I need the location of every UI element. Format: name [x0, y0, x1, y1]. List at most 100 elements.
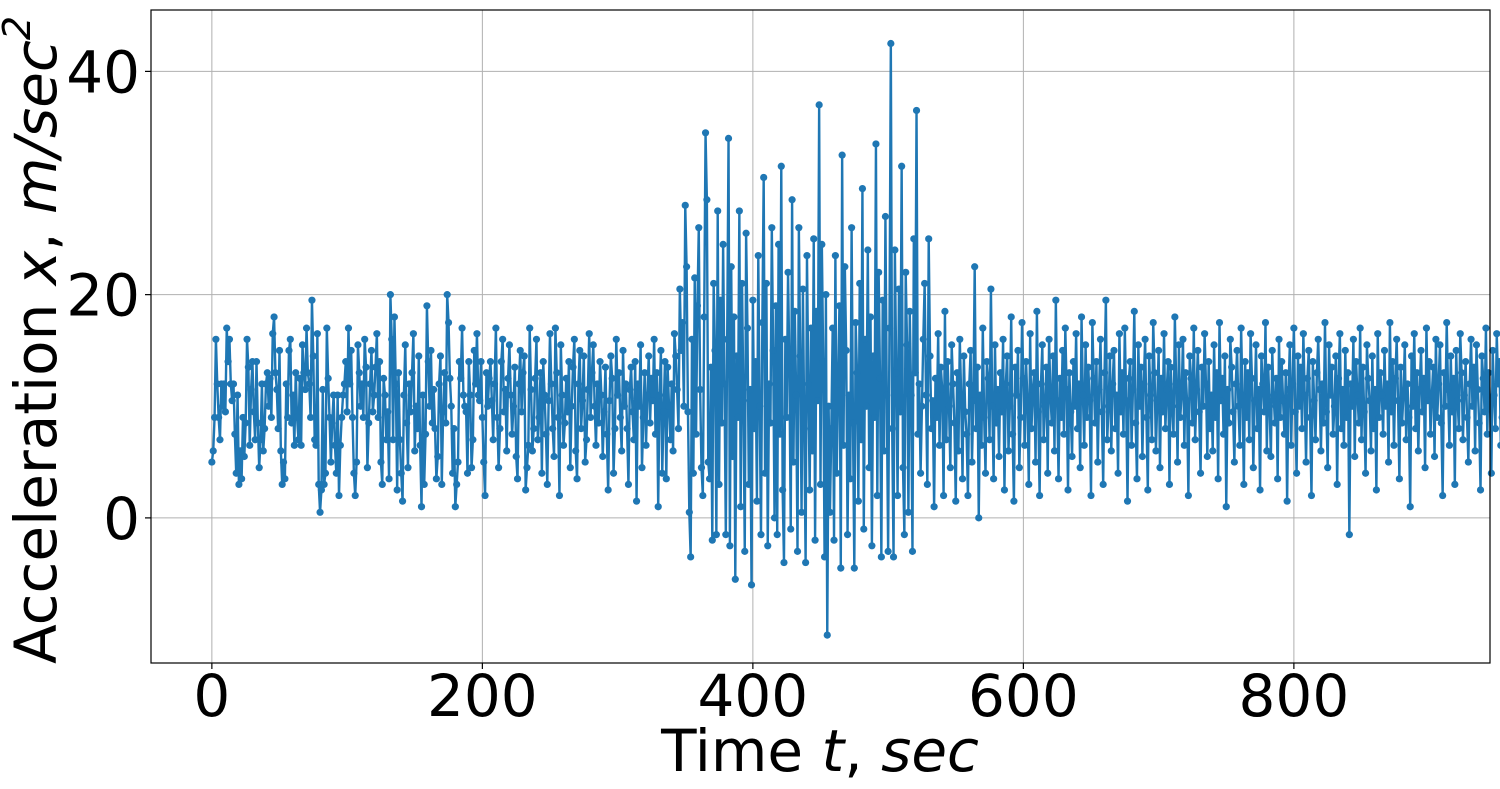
data-point: [1371, 385, 1379, 394]
data-point: [827, 424, 835, 433]
data-point: [1247, 330, 1255, 338]
data-point: [910, 235, 918, 243]
data-point: [574, 380, 583, 388]
data-point: [273, 385, 281, 394]
data-point: [405, 380, 413, 388]
data-point: [995, 452, 1003, 461]
data-point: [1186, 352, 1194, 360]
data-point: [532, 335, 541, 343]
data-point: [1283, 497, 1291, 505]
data-point: [305, 380, 313, 388]
data-point: [1455, 424, 1463, 433]
data-point: [269, 330, 277, 338]
data-point: [1272, 374, 1280, 382]
data-point: [1299, 330, 1307, 338]
data-point: [493, 413, 501, 422]
data-point: [1091, 419, 1099, 427]
data-point: [559, 441, 568, 449]
data-point: [392, 380, 400, 388]
data-point: [746, 385, 754, 394]
data-point: [344, 324, 353, 332]
data-point: [550, 452, 558, 461]
data-point: [539, 358, 547, 366]
data-point: [1046, 391, 1055, 399]
data-point: [523, 464, 531, 472]
data-point: [1072, 330, 1080, 338]
data-point: [1271, 419, 1279, 427]
data-point: [342, 358, 350, 366]
data-point: [233, 391, 242, 399]
data-point: [933, 413, 941, 422]
data-point: [1275, 335, 1283, 343]
data-point: [841, 263, 849, 271]
data-point: [649, 397, 657, 405]
data-point: [1027, 424, 1036, 433]
data-point: [705, 475, 714, 483]
data-point: [741, 547, 749, 555]
data-point: [779, 486, 787, 494]
data-point: [497, 358, 505, 366]
data-point: [838, 151, 846, 159]
data-point: [666, 436, 674, 444]
data-point: [720, 380, 729, 388]
data-point: [386, 291, 394, 299]
data-point: [219, 402, 227, 410]
data-point: [596, 358, 604, 366]
data-point: [215, 413, 223, 422]
data-point: [1444, 385, 1452, 394]
data-point: [1471, 447, 1479, 455]
data-point: [1253, 424, 1261, 433]
data-point: [1098, 408, 1106, 416]
data-point: [757, 531, 765, 539]
data-point: [1000, 486, 1009, 494]
data-point: [1382, 402, 1390, 410]
data-point: [1386, 318, 1394, 327]
data-point: [833, 469, 841, 477]
data-point: [923, 480, 931, 488]
data-point: [848, 224, 856, 232]
data-point: [1447, 352, 1455, 360]
data-point: [434, 452, 442, 461]
data-point: [359, 413, 367, 422]
data-point: [956, 335, 964, 343]
data-point: [1146, 391, 1155, 399]
data-point: [1086, 397, 1094, 405]
data-point: [1052, 296, 1060, 304]
data-point: [737, 503, 745, 511]
data-point: [911, 369, 919, 377]
data-point: [416, 441, 424, 449]
data-point: [1076, 464, 1084, 472]
data-point: [1084, 363, 1092, 371]
data-point: [609, 469, 618, 477]
data-point: [1013, 391, 1021, 399]
data-point: [622, 380, 630, 388]
data-point: [612, 335, 620, 343]
data-point: [508, 430, 516, 438]
data-point: [1360, 408, 1368, 416]
data-point: [1495, 358, 1500, 366]
data-point: [1213, 369, 1221, 377]
data-point: [1435, 380, 1443, 388]
data-point: [1075, 380, 1083, 388]
data-point: [1030, 369, 1038, 377]
data-point: [808, 447, 816, 455]
data-point: [973, 363, 981, 371]
data-point: [1468, 402, 1477, 410]
data-point: [742, 229, 750, 237]
data-point: [516, 346, 524, 355]
data-point: [677, 346, 685, 355]
data-point: [569, 363, 577, 371]
data-point: [455, 358, 463, 366]
data-point: [688, 335, 696, 343]
data-point: [1349, 335, 1357, 343]
data-point: [312, 441, 320, 449]
data-point: [962, 430, 971, 438]
data-point: [1205, 358, 1213, 366]
data-point: [1395, 475, 1403, 483]
data-point: [900, 531, 908, 539]
data-point: [1088, 318, 1096, 327]
data-point: [290, 441, 298, 449]
data-point: [1144, 486, 1152, 494]
data-point: [680, 402, 688, 410]
data-point: [1357, 436, 1366, 444]
